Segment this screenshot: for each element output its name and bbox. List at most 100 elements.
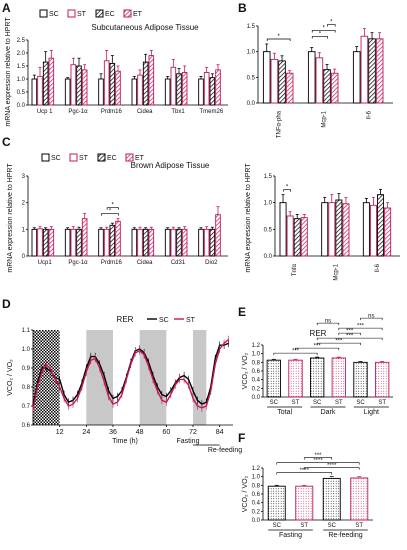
panel-a-bar-st	[103, 60, 110, 106]
panel-c1-bar-ec	[76, 228, 82, 257]
panel-e-significance-label: ***	[346, 334, 354, 340]
panel-b-bar-st	[315, 57, 324, 104]
panel-c1-bar-et	[148, 228, 155, 257]
panel-e-bar-sc	[353, 361, 368, 398]
panel-b-category-label: Mcp-1	[322, 110, 328, 127]
panel-e-significance-bracket	[295, 347, 340, 351]
panel-c-legend-swatch-sc	[41, 153, 50, 162]
panel-a-bar-st	[170, 66, 177, 106]
panel-c2-bar-st	[286, 215, 294, 257]
panel-d-y-tick-label: 1.0	[22, 347, 31, 353]
panel-label-e: E	[238, 305, 246, 319]
panel-a-legend-label-ec: EC	[105, 11, 115, 18]
panel-a-legend-swatch-ec	[95, 9, 104, 18]
panel-a-legend-swatch-st	[67, 9, 76, 18]
panel-f-significance-bracket	[303, 457, 333, 460]
panel-c1-category-label: Ucp1	[38, 260, 53, 266]
panel-e-bar-sc	[310, 357, 325, 398]
panel-e-bar-st	[375, 361, 390, 398]
panel-e-significance-label: ***	[335, 339, 343, 345]
panel-a-bar-et	[115, 70, 121, 106]
panel-f-significance-bracket	[276, 472, 333, 475]
panel-label-f: F	[238, 431, 245, 445]
panel-d-x-axis-label: Time (h)	[112, 438, 138, 445]
panel-b-bar-st	[270, 58, 279, 104]
panel-b-significance-label: *	[278, 34, 281, 40]
panel-d-y-tick-label: 0.7	[22, 404, 31, 410]
panel-a-legend-label-st: ST	[77, 11, 87, 18]
panel-a-category-label: Prdm16	[101, 109, 123, 115]
panel-e-y-tick-label: 1.0	[252, 352, 261, 358]
panel-a-legend-swatch-sc	[39, 9, 48, 18]
panel-c1-bar-et	[81, 218, 88, 257]
panel-c1-bar-st	[37, 228, 43, 257]
panel-e-significance-label: ns	[325, 319, 331, 325]
panel-d-refeeding-label: Re-feeding	[208, 447, 242, 454]
panel-b-significance-bracket	[311, 36, 328, 39]
panel-f-y-tick-label: 0.4	[252, 501, 261, 507]
panel-d-legend-label-sc: SC	[159, 317, 169, 324]
panel-d-x-tick-label: 84	[216, 429, 224, 436]
panel-e-title: RER	[310, 329, 327, 338]
panel-c-legend-swatch-et	[125, 153, 134, 162]
panel-b-bar-et	[285, 72, 294, 104]
panel-e-significance-label: ***	[292, 349, 300, 355]
panel-c1-category-label: Prdm16	[101, 260, 123, 266]
panel-d-fasting-label: Fasting	[177, 438, 200, 445]
panel-a-y-tick-label: 2.5	[17, 38, 26, 44]
panel-c2-significance-bracket	[283, 189, 291, 192]
panel-c2-bar-et	[300, 217, 308, 257]
panel-c2-y-axis-label: mRNA expression relative to HPRT	[245, 163, 252, 273]
panel-a-bar-et	[48, 57, 55, 106]
panel-c2-bar-et	[384, 207, 392, 257]
panel-c1-bar-sc	[164, 228, 171, 257]
panel-label-b: B	[238, 1, 247, 15]
panel-c2-significance-label: *	[286, 185, 289, 191]
panel-c-legend-swatch-ec	[97, 153, 106, 162]
panel-c1-bar-st	[203, 228, 210, 257]
panel-b-y-tick-label: 0.0	[247, 101, 256, 107]
panel-d-legend-label-st: ST	[186, 317, 196, 324]
panel-a-bar-et	[81, 69, 88, 106]
panel-c2-category-label: Mcp-1	[334, 263, 340, 280]
panel-a-bar-st	[137, 74, 143, 106]
panel-b-bar-st	[360, 35, 369, 104]
panel-a-category-label: Ucp 1	[37, 109, 53, 115]
panel-c1-category-label: Cd31	[171, 260, 186, 266]
panel-c1-category-label: Cidea	[137, 260, 153, 266]
panel-e-category-label: ST	[335, 400, 343, 406]
panel-f-significance-label: ****	[313, 458, 323, 464]
panel-e-significance-label: ***	[346, 329, 354, 335]
panel-a-y-tick-label: 1.0	[17, 77, 26, 83]
panel-f-category-label: SC	[273, 523, 282, 529]
panel-e-significance-bracket	[273, 352, 318, 356]
panel-b-y-tick-label: 1.0	[247, 50, 256, 56]
panel-a-bar-ec	[109, 62, 116, 106]
panel-e-category-label: SC	[313, 400, 322, 406]
panel-c1-significance-label: *	[109, 209, 112, 215]
panel-d-x-tick-label: 60	[162, 429, 170, 436]
panel-a-legend-swatch-et	[123, 9, 132, 18]
panel-a-bar-sc	[164, 78, 171, 106]
panel-c1-bar-et	[215, 214, 221, 257]
panel-label-c: C	[2, 135, 11, 149]
panel-c1-bar-et	[48, 228, 55, 257]
panel-d-y-tick-label: 1.1	[22, 328, 31, 334]
panel-c2-bar-st	[369, 204, 377, 257]
panel-c1-y-tick-label: 1	[22, 227, 26, 233]
panel-a-bar-ec	[76, 65, 82, 106]
panel-c1-bar-et	[181, 228, 188, 257]
panel-d-title: RER	[117, 315, 134, 324]
panel-f-category-label: ST	[300, 523, 308, 529]
panel-b-bar-sc	[262, 51, 271, 104]
panel-f-group-label: Fasting	[279, 532, 302, 539]
panel-b-category-label: Il-6	[367, 110, 373, 119]
panel-d-x-tick-label: 48	[136, 429, 144, 436]
panel-c1-bar-ec	[42, 228, 49, 257]
panel-a-bar-sc	[31, 78, 38, 106]
panel-a-y-tick-label: 0.0	[17, 103, 26, 109]
panel-f-significance-bracket	[276, 462, 360, 465]
panel-e-group-label: Dark	[321, 409, 336, 416]
panel-b-significance-label: *	[319, 32, 322, 38]
